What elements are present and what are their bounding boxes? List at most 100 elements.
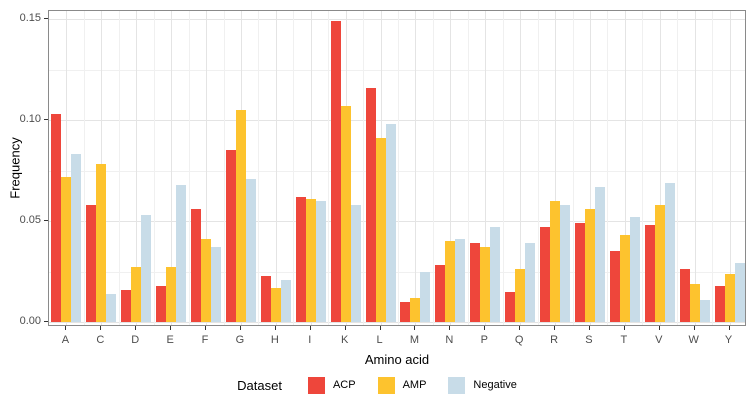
h-gridline	[49, 322, 745, 323]
bar-Q-Negative	[525, 243, 536, 322]
bar-Q-AMP	[515, 269, 526, 322]
x-tick-mark	[554, 326, 556, 330]
bar-A-AMP	[61, 176, 72, 322]
h-gridline	[49, 120, 745, 121]
x-tick-label: L	[376, 334, 383, 346]
v-gridline	[310, 11, 312, 325]
x-tick-label: E	[166, 334, 174, 346]
x-tick-label: K	[340, 334, 349, 346]
h-gridline-minor	[49, 271, 745, 273]
h-gridline	[49, 19, 745, 20]
x-tick-mark	[379, 326, 381, 330]
x-tick-mark	[100, 326, 102, 330]
legend-label: AMP	[402, 379, 427, 391]
legend-swatch-amp	[377, 376, 395, 394]
legend-item-acp: ACP	[307, 376, 356, 394]
bar-T-Negative	[629, 216, 640, 322]
bar-S-ACP	[574, 223, 585, 322]
v-gridline-minor	[607, 11, 609, 325]
bar-S-AMP	[584, 208, 595, 322]
bar-K-Negative	[350, 204, 361, 322]
y-tick-label: 0.10	[19, 113, 41, 125]
bar-Q-ACP	[505, 291, 516, 322]
x-tick-mark	[658, 326, 660, 330]
bar-I-Negative	[315, 200, 326, 322]
legend-item-amp: AMP	[377, 376, 427, 394]
bar-T-ACP	[609, 251, 620, 322]
x-tick-label: Q	[514, 334, 524, 346]
bar-W-Negative	[699, 299, 710, 322]
v-gridline-minor	[572, 11, 574, 325]
x-tick-mark	[519, 326, 521, 330]
x-tick-label: F	[201, 334, 209, 346]
v-gridline	[206, 11, 208, 325]
y-tick-label: 0.15	[19, 12, 41, 24]
bar-N-ACP	[435, 265, 446, 322]
bar-V-ACP	[644, 225, 655, 322]
bar-T-AMP	[619, 235, 630, 322]
bar-Y-Negative	[734, 263, 745, 322]
bar-W-ACP	[679, 269, 690, 322]
bar-C-Negative	[106, 293, 117, 322]
legend-swatch-negative	[448, 376, 466, 394]
bar-P-AMP	[480, 247, 491, 322]
v-gridline-minor	[328, 11, 330, 325]
v-gridline	[589, 11, 591, 325]
legend-swatch-acp	[307, 376, 325, 394]
bar-Y-ACP	[714, 285, 725, 322]
x-tick-mark	[170, 326, 172, 330]
bar-N-Negative	[455, 239, 466, 322]
bar-H-ACP	[260, 275, 271, 322]
bar-K-ACP	[330, 21, 341, 322]
v-gridline	[450, 11, 452, 325]
v-gridline-minor	[398, 11, 399, 325]
v-gridline-minor	[467, 11, 469, 325]
bar-G-ACP	[225, 150, 236, 322]
v-gridline-minor	[432, 11, 434, 325]
bar-N-AMP	[445, 241, 456, 322]
bar-I-ACP	[295, 196, 306, 322]
bar-M-ACP	[400, 301, 411, 322]
x-tick-mark	[414, 326, 416, 330]
bar-S-Negative	[594, 186, 605, 322]
legend: Dataset ACP AMP Negative	[0, 368, 754, 402]
bar-G-AMP	[235, 109, 246, 322]
x-tick-mark	[449, 326, 451, 330]
x-tick-label: V	[655, 334, 663, 346]
y-axis-title: Frequency	[7, 137, 23, 199]
x-tick-label: H	[270, 334, 279, 346]
x-tick-label: S	[585, 334, 593, 346]
bar-F-AMP	[201, 239, 212, 322]
h-gridline-minor	[49, 170, 745, 172]
x-tick-label: I	[308, 334, 312, 346]
x-tick-mark	[65, 326, 67, 330]
x-tick-label: G	[235, 334, 245, 346]
v-gridline	[485, 11, 487, 325]
bar-V-AMP	[654, 204, 665, 322]
legend-title: Dataset	[237, 377, 282, 393]
v-gridline	[520, 11, 522, 325]
x-tick-label: N	[445, 334, 454, 346]
v-gridline	[729, 11, 731, 325]
legend-item-negative: Negative	[448, 376, 517, 394]
x-tick-mark	[728, 326, 730, 330]
legend-label: Negative	[473, 379, 517, 391]
v-gridline-minor	[83, 11, 85, 325]
x-tick-label: A	[61, 334, 70, 346]
v-gridline-minor	[258, 11, 260, 325]
bar-M-AMP	[410, 297, 421, 322]
x-tick-mark	[588, 326, 590, 330]
v-gridline-minor	[223, 11, 225, 325]
v-gridline	[136, 11, 138, 325]
v-gridline	[171, 11, 173, 325]
y-tick-mark	[44, 18, 48, 19]
h-gridline	[49, 221, 745, 222]
x-tick-mark	[344, 326, 346, 330]
x-tick-mark	[274, 326, 276, 330]
plot-panel	[48, 10, 746, 326]
bar-F-Negative	[211, 247, 222, 322]
v-gridline-minor	[502, 11, 504, 325]
v-gridline	[275, 11, 277, 325]
v-gridline-minor	[642, 11, 644, 325]
v-gridline	[555, 11, 557, 325]
